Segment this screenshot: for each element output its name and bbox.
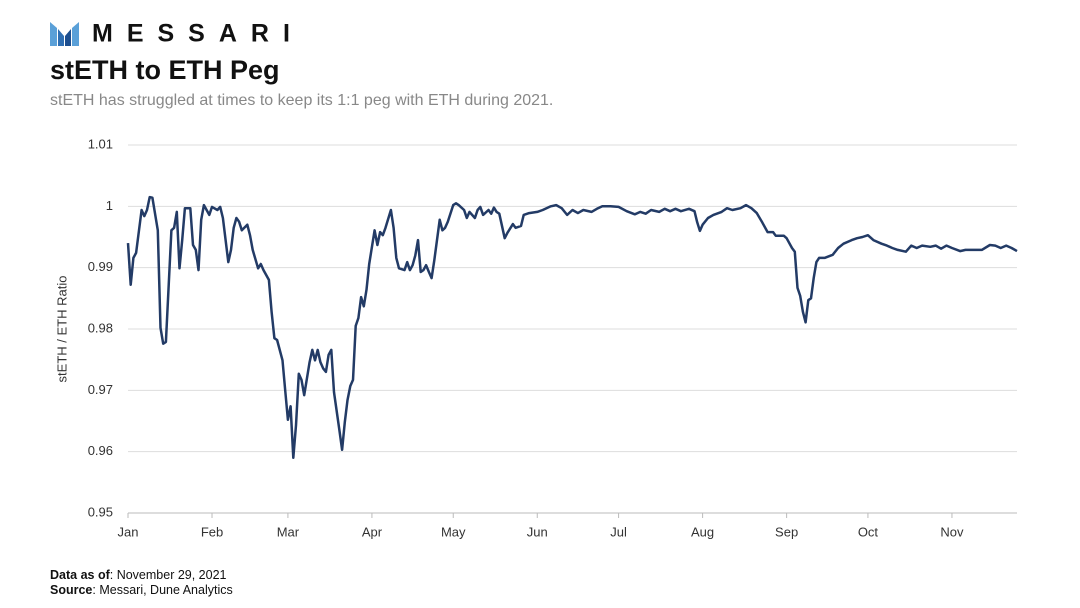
y-tick-label: 0.98	[88, 320, 113, 335]
footer-data: Data as of: November 29, 2021	[50, 568, 227, 582]
footer-label: Source	[50, 583, 92, 597]
x-tick-label: Jul	[610, 524, 627, 539]
footer-text: : Messari, Dune Analytics	[92, 583, 232, 597]
x-tick-label: Jun	[527, 524, 548, 539]
y-tick-label: 0.97	[88, 382, 113, 397]
x-tick-label: Jan	[118, 524, 139, 539]
x-tick-label: May	[441, 524, 466, 539]
x-tick-label: Sep	[775, 524, 798, 539]
footer-text: : November 29, 2021	[110, 568, 227, 582]
x-tick-label: Feb	[201, 524, 223, 539]
footer-label: Data as of	[50, 568, 111, 582]
logo-icon	[50, 22, 79, 46]
x-tick-label: Mar	[277, 524, 300, 539]
y-tick-label: 0.96	[88, 443, 113, 458]
y-tick-label: 0.95	[88, 504, 113, 519]
chart-title: stETH to ETH Peg	[50, 55, 280, 85]
y-tick-label: 0.99	[88, 259, 113, 274]
chart-subtitle: stETH has struggled at times to keep its…	[50, 92, 553, 109]
x-tick-label: Apr	[362, 524, 383, 539]
x-tick-label: Nov	[940, 524, 964, 539]
x-tick-label: Oct	[858, 524, 879, 539]
y-tick-label: 1	[106, 198, 113, 213]
data-line	[126, 195, 1018, 460]
y-axis-label: stETH / ETH Ratio	[54, 276, 69, 383]
footer-source: Source: Messari, Dune Analytics	[50, 583, 233, 597]
y-tick-label: 1.01	[88, 136, 113, 151]
x-tick-label: Aug	[691, 524, 714, 539]
logo-text: MESSARI	[92, 20, 304, 48]
